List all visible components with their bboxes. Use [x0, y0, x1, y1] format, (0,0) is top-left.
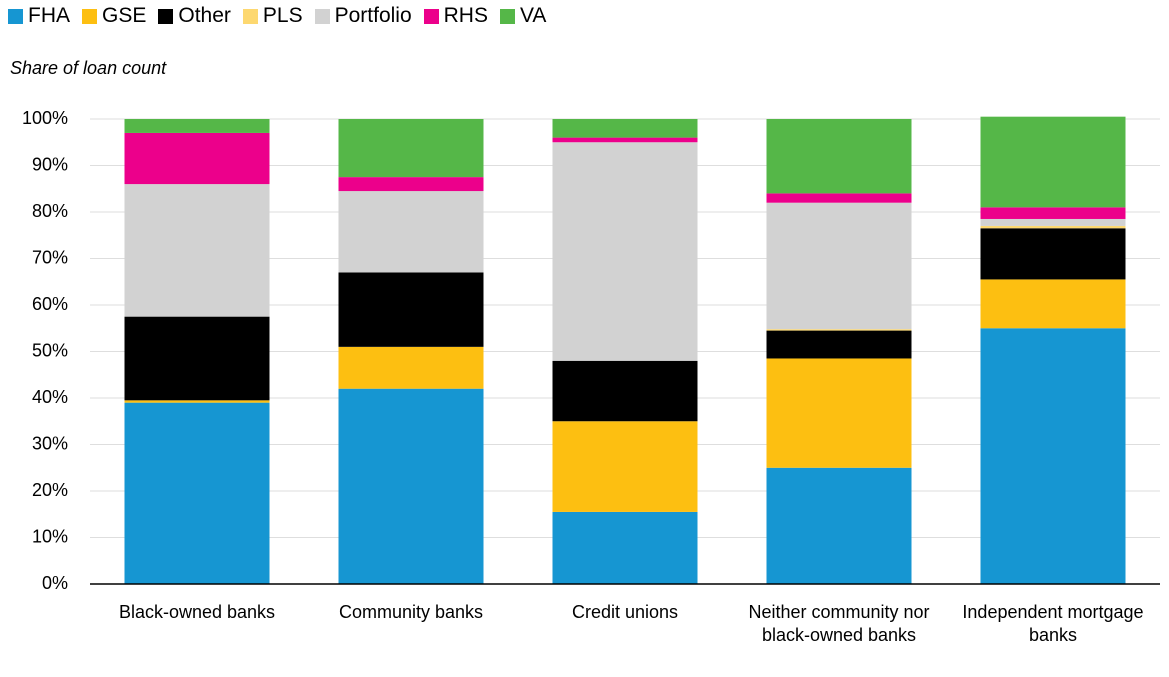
bar-segment	[980, 279, 1126, 329]
bar-segment	[766, 330, 912, 359]
bar-segment	[124, 400, 270, 403]
bar-segment	[338, 346, 484, 389]
legend-item: GSE	[82, 4, 146, 28]
legend-swatch	[499, 8, 515, 24]
legend-label: Other	[178, 4, 231, 27]
bar-segment	[124, 184, 270, 317]
y-tick-label: 60%	[32, 294, 68, 314]
bar-segment	[338, 191, 484, 273]
legend-label: RHS	[443, 4, 488, 27]
legend-item: RHS	[423, 4, 488, 28]
x-tick-label: Credit unions	[571, 602, 679, 622]
y-tick-label: 50%	[32, 340, 68, 360]
x-tick-label: Neither community nor black-owned banks	[748, 602, 930, 645]
legend-item: PLS	[242, 4, 303, 28]
bar-segment	[766, 358, 912, 468]
bar-segment	[980, 328, 1126, 584]
bar-segment	[766, 119, 912, 194]
y-tick-label: 0%	[42, 573, 68, 593]
bar-segment	[980, 116, 1126, 208]
legend-swatch	[82, 8, 97, 24]
legend-label: Portfolio	[334, 4, 412, 27]
bar-segment	[980, 228, 1126, 280]
legend-item: Portfolio	[314, 4, 412, 28]
legend-item: VA	[499, 4, 547, 28]
bar-segment	[552, 421, 698, 512]
y-tick-label: 90%	[32, 154, 68, 174]
bar-segment	[124, 316, 270, 401]
bar-segment	[338, 177, 484, 192]
y-tick-label: 100%	[22, 108, 68, 128]
bar-segment	[552, 360, 698, 422]
legend-label: FHA	[28, 4, 70, 27]
legend-label: VA	[519, 4, 547, 27]
legend-swatch	[8, 8, 23, 24]
bar-segment	[124, 132, 270, 185]
legend-label: PLS	[262, 4, 303, 27]
legend-swatch	[158, 8, 174, 24]
bar-segment	[124, 402, 270, 584]
bar-segment	[980, 225, 1126, 229]
y-tick-label: 70%	[32, 247, 68, 267]
bar-segment	[766, 329, 912, 331]
legend-swatch	[423, 8, 439, 24]
x-tick-label: Community banks	[338, 602, 484, 622]
legend-label: GSE	[102, 4, 147, 27]
bar-segment	[124, 119, 270, 133]
legend: FHA GSE Other PLS Portfolio RHS VA	[8, 4, 546, 28]
bar-segment	[552, 511, 698, 584]
bar-segment	[338, 388, 484, 584]
bar-segment	[980, 218, 1126, 226]
x-tick-label: Black-owned banks	[118, 602, 276, 622]
bar-segment	[766, 193, 912, 203]
x-tick-label: Independent mortgage banks	[962, 602, 1144, 645]
bar-segment	[766, 467, 912, 584]
bar-segment	[552, 119, 698, 138]
bar-segment	[552, 142, 698, 361]
legend-item: Other	[158, 4, 231, 28]
bar-segment	[338, 119, 484, 178]
bar-segment	[980, 207, 1126, 219]
bar-segment	[766, 202, 912, 330]
bar-segment	[338, 272, 484, 347]
y-tick-label: 10%	[32, 526, 68, 546]
legend-swatch	[314, 8, 330, 24]
y-tick-label: 40%	[32, 387, 68, 407]
y-tick-label: 80%	[32, 201, 68, 221]
bar-segment	[552, 137, 698, 143]
legend-item: FHA	[8, 4, 70, 28]
chart-subtitle: Share of loan count	[10, 58, 167, 78]
y-tick-label: 30%	[32, 433, 68, 453]
y-tick-label: 20%	[32, 480, 68, 500]
legend-swatch	[242, 8, 258, 24]
